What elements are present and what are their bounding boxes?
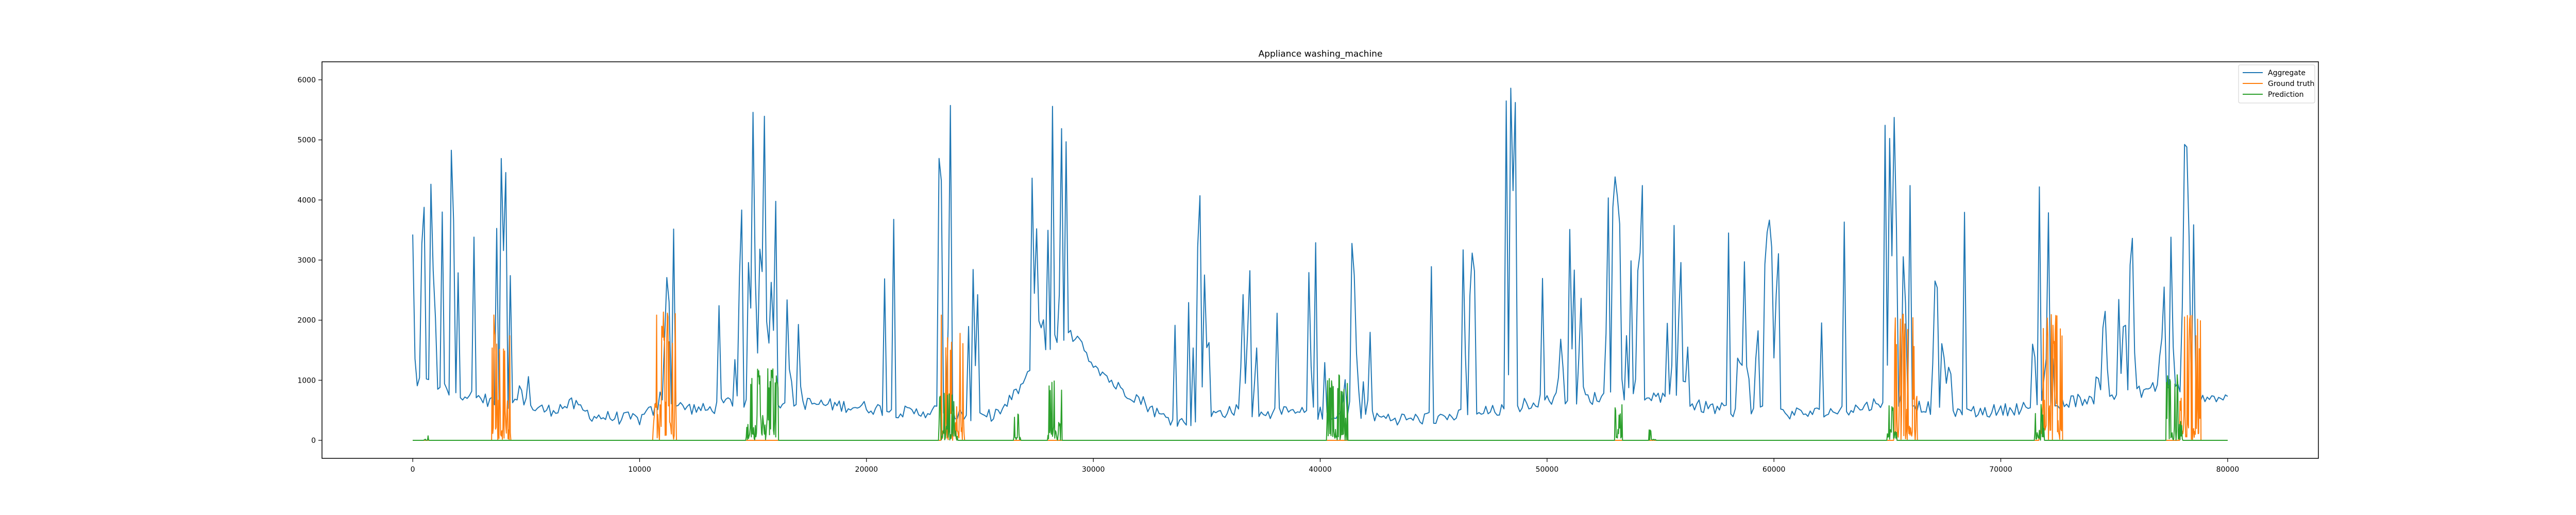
y-tick-label: 4000	[297, 196, 316, 204]
chart-title: Appliance washing_machine	[1259, 49, 1383, 59]
x-tick-label: 20000	[855, 466, 878, 474]
y-tick-label: 2000	[297, 317, 316, 325]
plot-area	[321, 61, 2319, 459]
y-tick-label: 6000	[297, 76, 316, 84]
x-tick-label: 70000	[1989, 466, 2012, 474]
y-tick-label: 5000	[297, 136, 316, 145]
legend-box	[2238, 64, 2315, 104]
x-tick-label: 60000	[1762, 466, 1786, 474]
x-tick-label: 50000	[1536, 466, 1559, 474]
y-axis: 0 1000 2000 3000 4000 5000 6000	[297, 76, 322, 445]
legend: Aggregate Ground truth Prediction	[2238, 64, 2315, 104]
x-tick-label: 10000	[628, 466, 651, 474]
x-axis: 0 10000 20000 30000 40000 50000 60000 70000 8000…	[411, 458, 2239, 474]
x-tick-label: 0	[411, 466, 415, 474]
x-tick-label: 30000	[1082, 466, 1105, 474]
series-aggregate-line	[412, 88, 2228, 427]
y-tick-label: 1000	[297, 376, 316, 385]
axes-frame	[321, 61, 2319, 459]
legend-label-ground-truth: Ground truth	[2268, 80, 2314, 88]
x-tick-label: 40000	[1309, 466, 1332, 474]
legend-label-aggregate: Aggregate	[2268, 69, 2306, 77]
x-tick-label: 80000	[2216, 466, 2240, 474]
legend-label-prediction: Prediction	[2268, 91, 2304, 99]
y-tick-label: 0	[311, 437, 316, 445]
series-layer	[412, 88, 2228, 441]
y-tick-label: 3000	[297, 256, 316, 265]
series-prediction-line	[413, 368, 2228, 441]
